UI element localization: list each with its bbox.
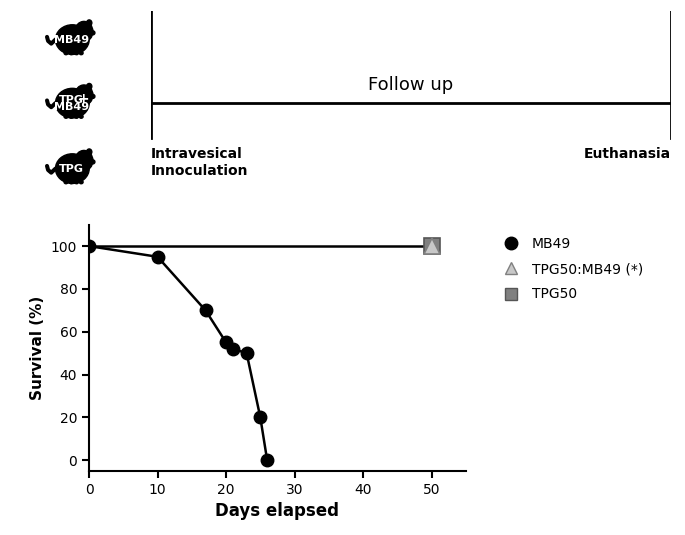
Ellipse shape: [86, 20, 92, 26]
Legend: MB49, TPG50:MB49 (*), TPG50: MB49, TPG50:MB49 (*), TPG50: [492, 232, 649, 307]
Ellipse shape: [69, 115, 73, 118]
Ellipse shape: [90, 94, 95, 98]
Ellipse shape: [79, 115, 83, 118]
Ellipse shape: [55, 154, 89, 184]
Ellipse shape: [55, 25, 89, 55]
Ellipse shape: [75, 21, 93, 42]
Text: +: +: [77, 92, 88, 106]
Ellipse shape: [69, 180, 73, 184]
Ellipse shape: [75, 85, 93, 105]
Ellipse shape: [75, 180, 79, 184]
Ellipse shape: [79, 180, 83, 184]
Ellipse shape: [55, 88, 89, 118]
X-axis label: Days elapsed: Days elapsed: [215, 502, 340, 520]
Text: Intravesical
Innoculation: Intravesical Innoculation: [151, 148, 248, 178]
Text: TPG: TPG: [59, 95, 84, 105]
Ellipse shape: [86, 83, 92, 89]
Ellipse shape: [64, 180, 68, 184]
Ellipse shape: [90, 160, 95, 164]
Ellipse shape: [75, 115, 79, 118]
Text: T0: T0: [151, 0, 175, 1]
Text: Follow up: Follow up: [369, 75, 453, 94]
Ellipse shape: [64, 115, 68, 118]
Ellipse shape: [86, 149, 92, 155]
Ellipse shape: [75, 51, 79, 55]
Text: TPG: TPG: [59, 164, 84, 174]
Text: T50: T50: [634, 0, 671, 1]
Ellipse shape: [69, 51, 73, 55]
Ellipse shape: [75, 150, 93, 171]
Ellipse shape: [64, 51, 68, 55]
Y-axis label: Survival (%): Survival (%): [30, 296, 45, 400]
Ellipse shape: [90, 31, 95, 35]
Text: MB49: MB49: [53, 35, 89, 44]
Ellipse shape: [79, 51, 83, 55]
Text: Euthanasia: Euthanasia: [584, 148, 671, 162]
Text: MB49: MB49: [53, 102, 89, 112]
